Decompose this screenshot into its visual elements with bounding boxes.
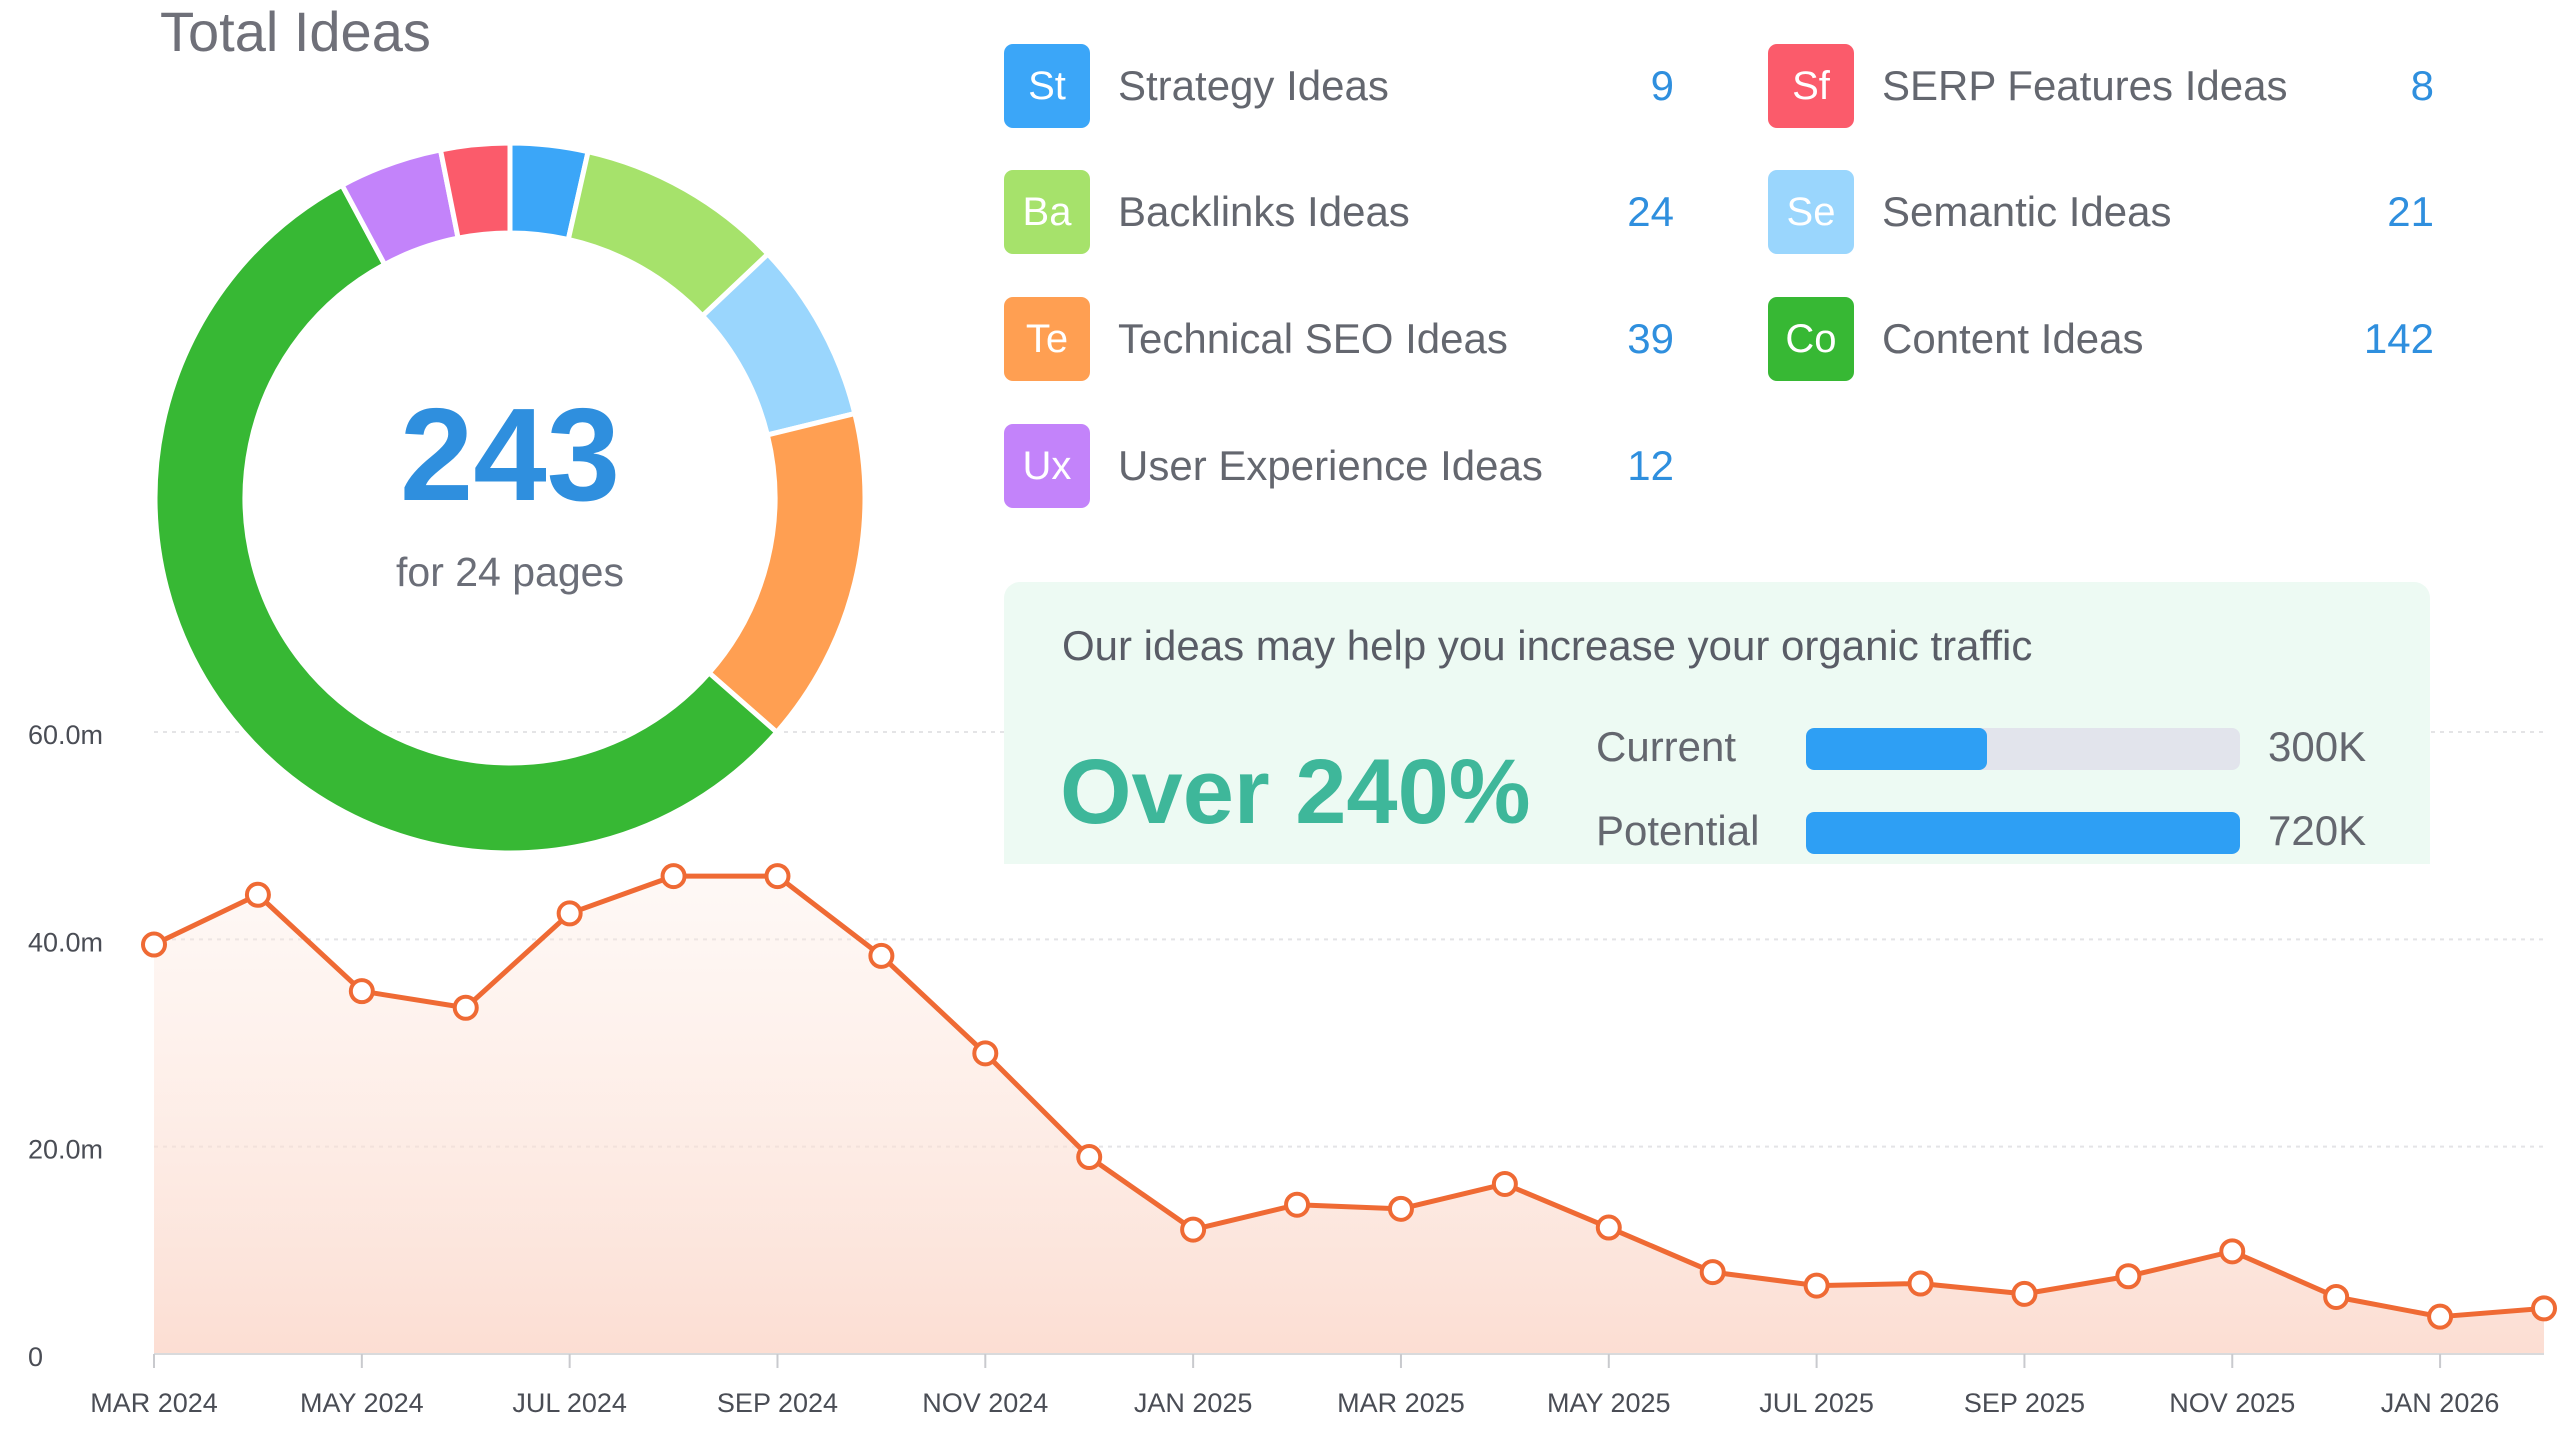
x-tick-label: JUL 2024 [512,1388,627,1418]
data-point [2115,1263,2142,1290]
strategy-badge-icon: St [1004,44,1090,128]
legend-count: 8 [2410,62,2434,109]
data-point [660,863,687,890]
traffic-line [152,873,2545,1320]
data-point [556,900,583,927]
y-tick-label: 0 [28,1342,43,1372]
data-point [1387,1195,1414,1222]
data-point [2531,1295,2557,1322]
current-traffic-bar-fill [1806,728,1987,770]
backlinks-badge-icon: Ba [1004,170,1090,254]
data-point [2323,1283,2350,1310]
data-point [972,1040,999,1067]
legend-label: SERP Features Ideas [1882,62,2288,109]
y-tick-label: 20.0m [28,1135,103,1165]
legend-label: Content Ideas [1882,315,2144,362]
x-tick-label: SEP 2024 [717,1388,838,1418]
x-tick-label: JAN 2025 [1134,1388,1253,1418]
potential-traffic-bar [1806,812,2240,854]
legend-item-backlinks[interactable]: Ba Backlinks Ideas 24 [1004,170,1674,254]
potential-traffic-bar-fill [1806,812,2240,854]
data-point [868,942,895,969]
data-point [1595,1214,1622,1241]
data-point [2427,1303,2454,1330]
traffic-potential-panel: Our ideas may help you increase your org… [1004,582,2430,864]
legend-count: 21 [2387,188,2434,235]
donut-slice-serp-features-ideas [437,140,513,242]
data-point [1180,1216,1207,1243]
ideas-donut-chart [152,140,868,856]
x-tick-label: JAN 2026 [2381,1388,2500,1418]
traffic-message: Our ideas may help you increase your org… [1062,622,2033,669]
data-point [1076,1144,1103,1171]
legend-count: 12 [1627,442,1674,489]
current-traffic-value: 300K [2268,723,2367,770]
legend-item-strategy[interactable]: St Strategy Ideas 9 [1004,44,1674,128]
x-tick-label: NOV 2025 [2169,1388,2295,1418]
donut-slice-content-ideas [152,181,781,856]
total-ideas-subtitle: for 24 pages [396,549,624,595]
data-point [1699,1259,1726,1286]
content-badge-icon: Co [1768,297,1854,381]
legend-label: Strategy Ideas [1118,62,1389,109]
legend-count: 24 [1627,188,1674,235]
total-ideas-title: Total Ideas [160,0,431,63]
data-point [348,978,375,1005]
data-point [1284,1191,1311,1218]
data-point [764,863,791,890]
data-point [1803,1272,1830,1299]
x-tick-label: MAY 2025 [1547,1388,1671,1418]
data-point [2219,1238,2246,1265]
potential-traffic-label: Potential [1596,807,1760,854]
potential-traffic-value: 720K [2268,807,2367,854]
traffic-area [154,876,2544,1354]
data-point [2011,1280,2038,1307]
legend-label: Semantic Ideas [1882,188,2172,235]
x-tick-label: MAY 2024 [300,1388,424,1418]
semantic-badge-icon: Se [1768,170,1854,254]
legend-item-semantic[interactable]: Se Semantic Ideas 21 [1768,170,2434,254]
traffic-increase-headline: Over 240% [1060,741,1531,843]
total-ideas-count: 243 [399,381,621,528]
legend-item-technical-seo[interactable]: Te Technical SEO Ideas 39 [1004,297,1674,381]
x-tick-label: NOV 2024 [922,1388,1048,1418]
data-point [1907,1270,1934,1297]
technical-seo-badge-icon: Te [1004,297,1090,381]
data-point [452,994,479,1021]
x-tick-label: MAR 2025 [1337,1388,1465,1418]
x-tick-label: SEP 2025 [1964,1388,2085,1418]
serp-features-badge-icon: Sf [1768,44,1854,128]
data-point [1491,1170,1518,1197]
legend-count: 142 [2363,315,2434,362]
current-traffic-label: Current [1596,723,1737,770]
legend-count: 39 [1627,315,1674,362]
legend-label: Technical SEO Ideas [1118,315,1508,362]
user-experience-badge-icon: Ux [1004,424,1090,508]
x-tick-label: JUL 2025 [1759,1388,1874,1418]
legend-item-user-experience[interactable]: Ux User Experience Ideas 12 [1004,424,1674,508]
legend-label: Backlinks Ideas [1118,188,1410,235]
legend-count: 9 [1650,62,1674,109]
data-point [141,931,167,958]
legend-label: User Experience Ideas [1118,442,1543,489]
data-point [244,881,271,908]
legend-item-serp-features[interactable]: Sf SERP Features Ideas 8 [1768,44,2434,128]
current-traffic-bar [1806,728,2240,770]
y-tick-label: 40.0m [28,927,103,957]
x-tick-label: MAR 2024 [90,1388,218,1418]
legend-item-content[interactable]: Co Content Ideas 142 [1768,297,2434,381]
y-tick-label: 60.0m [28,720,103,750]
